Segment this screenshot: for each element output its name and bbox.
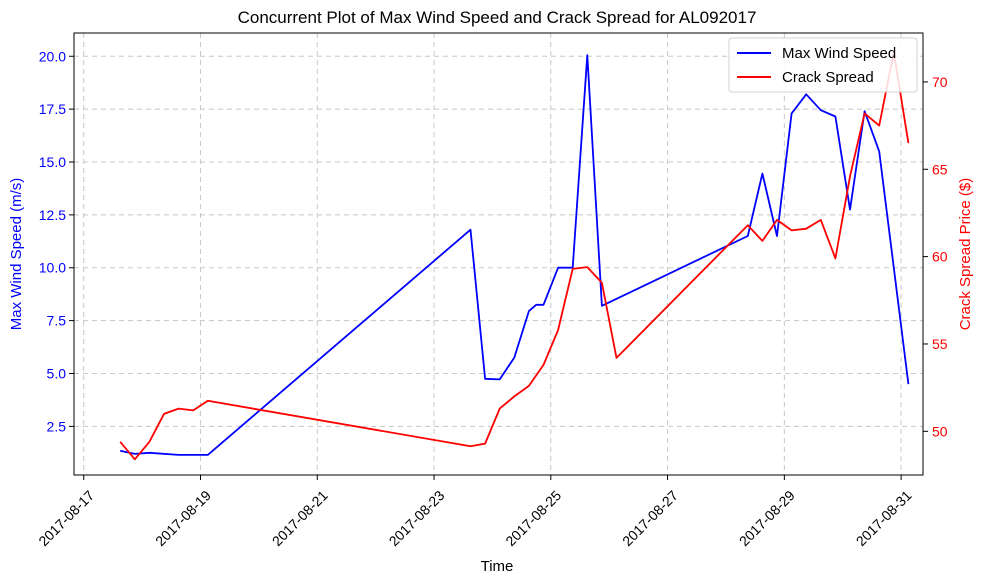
- y-left-tick-label: 5.0: [47, 365, 67, 381]
- series-line-crack-spread: [119, 51, 910, 461]
- chart-title: Concurrent Plot of Max Wind Speed and Cr…: [238, 8, 757, 27]
- y-left-axis-label: Max Wind Speed (m/s): [8, 178, 25, 331]
- y-left-tick-label: 17.5: [39, 101, 66, 117]
- y-left-tick-label: 15.0: [39, 154, 66, 170]
- y-right-tick-label: 55: [932, 336, 948, 352]
- legend-label-max-wind-speed: Max Wind Speed: [782, 45, 896, 62]
- plot-frame: [73, 32, 924, 476]
- y-right-tick-label: 60: [932, 249, 948, 265]
- y-right-tick-label: 65: [932, 161, 948, 177]
- y-left-tick-label: 7.5: [47, 313, 67, 329]
- x-tick-label: 2017-08-31: [853, 487, 915, 549]
- y-right-tick-label: 70: [932, 74, 948, 90]
- x-axis-label: Time: [481, 558, 514, 575]
- x-axis: 2017-08-17 2017-08-19 2017-08-21 2017-08-23…: [35, 475, 915, 549]
- y-left-tick-label: 10.0: [39, 260, 66, 276]
- x-tick-label: 2017-08-19: [152, 487, 214, 549]
- legend-label-crack-spread: Crack Spread: [782, 69, 874, 86]
- y-right-axis: 50 55 60 65 70: [923, 74, 948, 439]
- y-left-tick-label: 12.5: [39, 207, 66, 223]
- series-layer: [119, 51, 910, 461]
- x-tick-label: 2017-08-21: [269, 487, 331, 549]
- y-left-tick-label: 20.0: [39, 48, 66, 64]
- legend: Max Wind Speed Crack Spread: [728, 37, 918, 93]
- x-tick-label: 2017-08-25: [502, 487, 564, 549]
- x-tick-label: 2017-08-29: [736, 487, 798, 549]
- y-right-tick-label: 50: [932, 423, 948, 439]
- y-left-tick-label: 2.5: [47, 418, 67, 434]
- series-line-max-wind-speed: [120, 54, 910, 456]
- legend-box: [728, 37, 918, 93]
- y-left-axis: 2.5 5.0 7.5 10.0 12.5 15.0 17.5 20.0: [39, 48, 74, 434]
- x-tick-label: 2017-08-17: [35, 487, 97, 549]
- x-tick-label: 2017-08-23: [386, 487, 448, 549]
- grid: [74, 33, 923, 475]
- y-right-axis-label: Crack Spread Price ($): [957, 178, 974, 331]
- x-tick-label: 2017-08-27: [619, 487, 681, 549]
